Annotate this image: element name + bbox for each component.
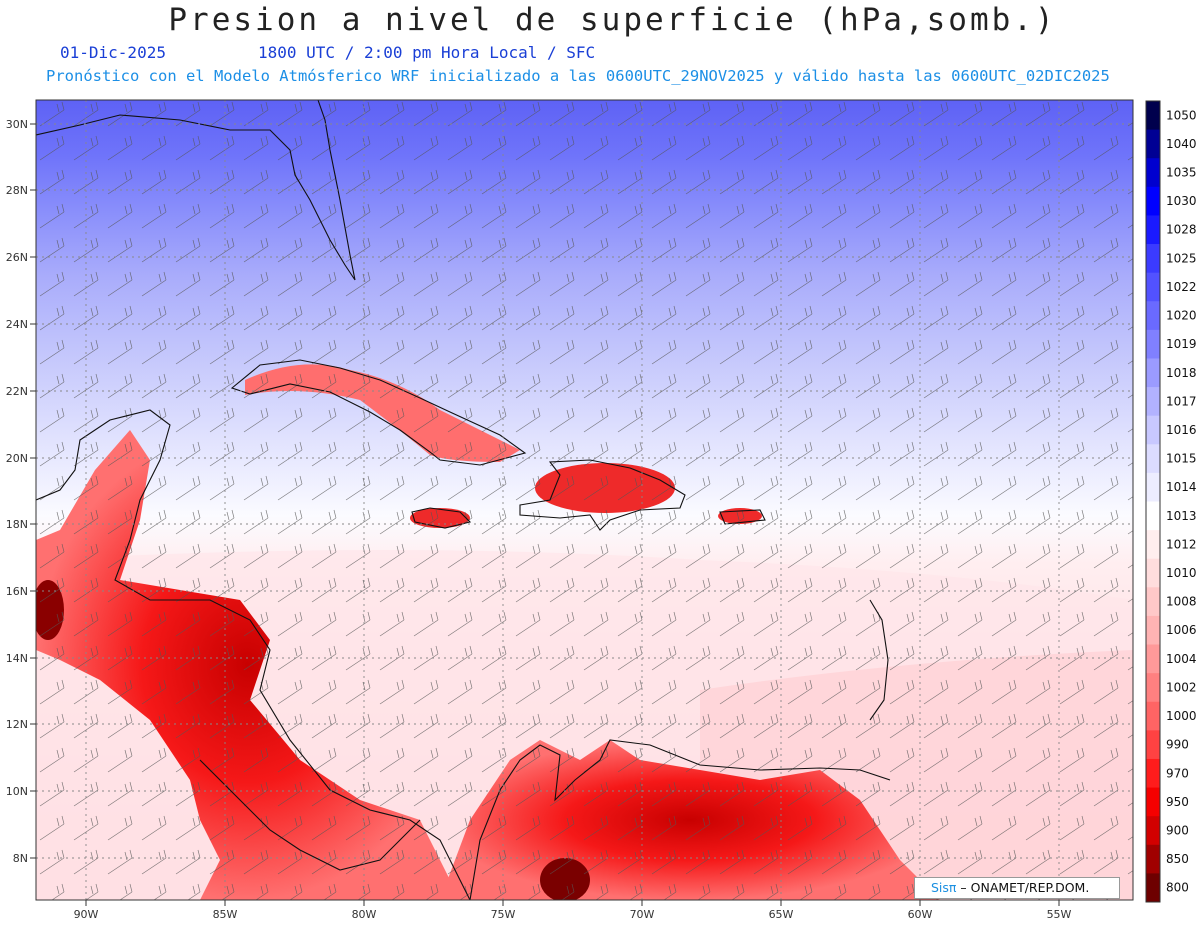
colorbar-label: 1014 [1166,480,1197,494]
lat-label: 28N [6,184,28,197]
colorbar-swatch [1146,472,1160,502]
colorbar-swatch [1146,701,1160,731]
lon-label: 55W [1047,908,1072,921]
colorbar-swatch [1146,329,1160,359]
colorbar-swatch [1146,158,1160,188]
lat-label: 18N [6,518,28,531]
lon-label: 85W [213,908,238,921]
colorbar-label: 1002 [1166,680,1197,694]
lat-label: 14N [6,652,28,665]
colorbar-label: 1012 [1166,537,1197,551]
colorbar-swatch [1146,387,1160,417]
valid-time: 1800 UTC / 2:00 pm Hora Local / SFC [258,43,596,62]
colorbar-swatch [1146,615,1160,646]
colorbar-label: 1028 [1166,223,1197,237]
model-init-line: Pronóstico con el Modelo Atmósferico WRF… [46,67,1110,85]
colorbar-label: 1004 [1166,652,1197,666]
colorbar-swatch [1146,215,1160,245]
lat-label: 10N [6,785,28,798]
lon-label: 80W [352,908,377,921]
colorbar-label: 990 [1166,738,1189,752]
colorbar-swatch [1146,101,1160,131]
colorbar-swatch [1146,787,1160,817]
colorbar-swatch [1146,358,1160,388]
colorbar-label: 1022 [1166,280,1197,294]
colorbar-label: 900 [1166,823,1189,837]
colorbar-label: 950 [1166,795,1189,809]
colorbar-swatch [1146,816,1160,846]
colorbar: 1050 1040 1035 1030 1028 1025 1022 1020 1019 1018… [1145,100,1197,903]
lat-label: 22N [6,385,28,398]
lat-label: 8N [13,852,28,865]
lat-label: 20N [6,452,28,465]
colorbar-label: 1030 [1166,194,1197,208]
lat-label: 16N [6,585,28,598]
valid-date: 01-Dic-2025 [60,43,166,62]
lat-label: 26N [6,251,28,264]
lat-label: 12N [6,718,28,731]
lon-label: 65W [769,908,794,921]
colorbar-swatch [1146,587,1160,617]
lon-label: 90W [74,908,99,921]
colorbar-swatch [1146,186,1160,216]
colorbar-label: 850 [1166,852,1189,866]
colorbar-swatch [1146,501,1160,531]
colorbar-label: 1000 [1166,709,1197,723]
colorbar-label: 1008 [1166,595,1197,609]
colorbar-label: 1015 [1166,452,1197,466]
colorbar-label: 1016 [1166,423,1197,437]
colorbar-swatch [1146,301,1160,331]
colorbar-swatch [1146,415,1160,445]
lon-label: 70W [630,908,655,921]
colorbar-swatch [1146,272,1160,302]
colorbar-label: 1040 [1166,137,1197,151]
colorbar-label: 1010 [1166,566,1197,580]
colorbar-label: 800 [1166,881,1189,895]
colorbar-label: 1025 [1166,251,1197,265]
axis-ticks [30,123,1060,906]
lon-label: 75W [491,908,516,921]
colorbar-label: 1050 [1166,108,1197,122]
lat-label: 24N [6,318,28,331]
colorbar-label: 1020 [1166,309,1197,323]
colorbar-label: 1019 [1166,337,1197,351]
colorbar-label: 970 [1166,766,1189,780]
colorbar-label: 1018 [1166,366,1197,380]
map-title: Presion a nivel de superficie (hPa,somb.… [168,2,1057,38]
lat-label: 30N [6,118,28,131]
colorbar-swatch [1146,644,1160,674]
colorbar-swatch [1146,730,1160,760]
colorbar-swatch [1146,844,1160,874]
colorbar-label: 1013 [1166,509,1197,523]
lon-label: 60W [908,908,933,921]
colorbar-swatch [1146,673,1160,703]
sispi-logo: Sisπ [931,880,957,895]
credit-box: Sisπ – ONAMET/REP.DOM. [914,877,1120,899]
colorbar-swatch [1146,873,1160,903]
colorbar-swatch [1146,129,1160,159]
colorbar-label: 1035 [1166,166,1197,180]
coastlines [36,100,891,900]
credit-org: – ONAMET/REP.DOM. [956,880,1090,895]
map-frame [35,99,1134,901]
colorbar-swatch [1146,244,1160,274]
colorbar-label: 1017 [1166,394,1197,408]
colorbar-swatch [1146,758,1160,789]
graticule [36,100,1133,900]
colorbar-swatch [1146,444,1160,474]
wind-barbs [36,100,1133,900]
colorbar-frame [1145,100,1161,903]
colorbar-swatch [1146,558,1160,588]
colorbar-label: 1006 [1166,623,1197,637]
colorbar-swatch [1146,530,1160,560]
